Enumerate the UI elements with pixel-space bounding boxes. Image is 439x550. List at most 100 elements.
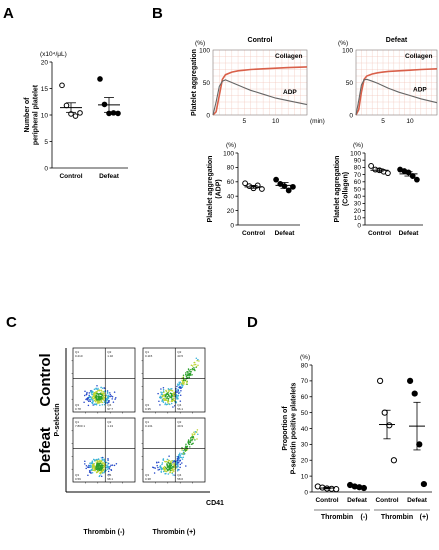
data-point — [285, 187, 292, 194]
x-unit: (min) — [310, 118, 325, 125]
flow-event — [100, 464, 102, 467]
flow-event — [91, 390, 94, 393]
flow-event — [192, 436, 195, 439]
flow-event — [105, 401, 108, 403]
flow-event — [162, 470, 165, 473]
flow-event — [197, 433, 199, 435]
y-tick-label: 0 — [230, 222, 234, 229]
flow-event — [180, 456, 183, 459]
flow-event — [102, 465, 105, 468]
flow-event — [93, 399, 96, 402]
flow-event — [173, 460, 176, 462]
flow-event — [89, 400, 92, 402]
flow-event — [185, 443, 187, 445]
data-point — [390, 457, 397, 464]
y-tick-label: 15 — [41, 86, 49, 93]
flow-event — [177, 465, 179, 467]
flow-event — [187, 441, 190, 444]
flow-event — [84, 460, 86, 463]
flow-event — [97, 390, 99, 392]
flow-event — [162, 467, 165, 469]
flow-event — [167, 465, 169, 468]
x-category-label: Control — [242, 230, 265, 237]
flow-event — [114, 398, 116, 400]
flow-event — [97, 395, 99, 398]
flow-event — [198, 360, 200, 362]
flow-event — [87, 404, 90, 407]
flow-event — [193, 361, 195, 364]
y-tick-label: 20 — [41, 59, 49, 66]
flow-event — [95, 464, 98, 467]
y-axis-label: P-selectin positive platelets — [291, 382, 298, 474]
flow-event — [96, 460, 99, 463]
series-label: ADP — [283, 89, 297, 96]
flow-event — [180, 386, 182, 389]
panel-label-a: A — [3, 5, 14, 22]
flow-event — [164, 395, 166, 398]
flow-event — [99, 395, 101, 398]
flow-event — [96, 392, 98, 395]
flow-event — [182, 449, 185, 452]
flow-event — [87, 466, 90, 468]
flow-event — [186, 449, 189, 451]
y-unit: (%) — [338, 40, 348, 47]
flow-event — [162, 459, 165, 461]
flow-event — [179, 455, 182, 457]
flow-event — [176, 385, 178, 388]
flow-event — [171, 398, 173, 400]
y-tick-label: 10 — [301, 473, 309, 480]
y-tick-label: 100 — [199, 47, 210, 54]
y-tick-label: 100 — [342, 47, 353, 54]
flow-event — [88, 394, 90, 397]
flow-event — [166, 463, 168, 465]
flow-event — [89, 462, 91, 465]
flow-event — [160, 388, 162, 390]
flow-event — [167, 459, 170, 461]
flow-event — [184, 446, 187, 449]
flow-event — [170, 464, 173, 467]
y-tick-label: 50 — [354, 186, 362, 193]
flow-event — [167, 460, 169, 463]
flow-event — [188, 443, 191, 446]
flow-event — [96, 384, 98, 387]
flow-event — [93, 391, 96, 394]
panel-b-control-trace: 0 50 100 5 10 (min) (%) Control Platelet aggrega… — [191, 37, 325, 125]
flow-event — [100, 386, 102, 389]
flow-event — [172, 392, 175, 395]
flow-event — [182, 379, 185, 382]
flow-event — [160, 393, 163, 395]
flow-event — [100, 389, 102, 392]
flow-event — [182, 382, 185, 384]
flow-event — [92, 399, 94, 401]
flow-event — [95, 471, 98, 474]
flow-event — [101, 456, 104, 459]
flow-event — [98, 402, 100, 404]
flow-event — [191, 433, 193, 435]
flow-event — [177, 391, 179, 393]
flow-event — [176, 383, 179, 385]
series-line-collagen — [355, 68, 438, 116]
data-point — [59, 82, 65, 89]
flow-event — [168, 464, 171, 466]
flow-event — [98, 461, 100, 463]
flow-event — [91, 393, 94, 396]
flow-event — [173, 397, 175, 399]
y-tick-label: 20 — [301, 458, 309, 465]
panel-a-scatter: 0 5 10 15 20(x10⁴/μL) Number of peripheral pla… — [24, 51, 128, 180]
flow-event — [179, 394, 182, 396]
flow-event — [99, 397, 102, 400]
flow-event — [157, 392, 159, 395]
y-tick-label: 70 — [354, 172, 362, 179]
flow-event — [160, 470, 162, 473]
flow-event — [191, 374, 193, 376]
flow-event — [194, 431, 197, 433]
flow-event — [181, 452, 183, 455]
series-label: ADP — [413, 87, 427, 94]
flow-event — [100, 400, 103, 403]
flow-event — [106, 466, 108, 469]
flow-event — [166, 392, 169, 394]
quadrant-value: 40.9 — [177, 424, 183, 428]
flow-event — [173, 464, 175, 467]
x-category-label: Defeat — [407, 497, 428, 504]
